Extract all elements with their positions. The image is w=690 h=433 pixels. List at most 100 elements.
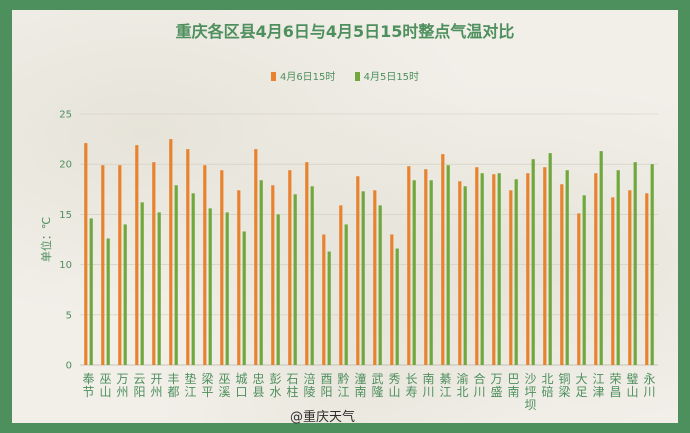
bar-apr6[interactable] (356, 176, 360, 365)
bar-apr5[interactable] (259, 180, 263, 365)
bar-apr5[interactable] (514, 179, 518, 365)
y-tick-label: 20 (59, 160, 72, 171)
y-tick-label: 15 (59, 210, 72, 221)
bar-apr5[interactable] (225, 212, 229, 365)
bar-apr5[interactable] (599, 151, 603, 365)
bar-apr6[interactable] (628, 190, 632, 365)
bar-apr5[interactable] (361, 191, 365, 365)
bar-apr6[interactable] (441, 154, 445, 365)
bar-apr6[interactable] (254, 149, 258, 365)
bar-apr5[interactable] (633, 162, 637, 365)
bar-apr6[interactable] (339, 205, 343, 365)
bar-apr5[interactable] (531, 159, 535, 365)
bar-apr6[interactable] (577, 213, 581, 365)
bar-apr5[interactable] (89, 218, 93, 365)
bar-apr6[interactable] (390, 234, 394, 365)
bar-apr5[interactable] (344, 224, 348, 365)
x-category-label: 城 (235, 372, 247, 386)
bar-apr5[interactable] (616, 170, 620, 365)
bar-apr5[interactable] (242, 231, 246, 365)
x-category-label: 口 (235, 385, 247, 399)
bar-apr5[interactable] (327, 251, 331, 365)
bar-apr6[interactable] (271, 185, 275, 365)
x-category-label: 节 (82, 385, 94, 399)
bar-apr6[interactable] (186, 149, 190, 365)
bar-apr5[interactable] (446, 165, 450, 365)
bar-apr5[interactable] (429, 180, 433, 365)
bar-apr6[interactable] (322, 234, 326, 365)
bar-apr6[interactable] (458, 181, 462, 365)
bar-apr6[interactable] (560, 184, 564, 365)
bar-apr5[interactable] (412, 180, 416, 365)
bar-apr5[interactable] (650, 164, 654, 365)
bar-apr5[interactable] (276, 214, 280, 365)
bar-apr5[interactable] (310, 186, 314, 365)
x-category-label: 梁 (201, 371, 213, 386)
bar-apr6[interactable] (101, 165, 105, 365)
bar-apr6[interactable] (135, 145, 139, 365)
legend-swatch-apr5 (354, 72, 360, 81)
bar-apr5[interactable] (106, 238, 110, 365)
bar-apr6[interactable] (220, 170, 224, 365)
bar-apr6[interactable] (169, 139, 173, 365)
x-category-label: 长 (405, 372, 417, 386)
x-category-label: 永 (643, 372, 655, 386)
x-category-label: 万 (116, 372, 128, 386)
bar-apr6[interactable] (645, 193, 649, 365)
bar-apr6[interactable] (526, 173, 530, 365)
bar-apr6[interactable] (475, 167, 479, 365)
x-category-label: 溪 (218, 385, 230, 399)
bar-apr6[interactable] (203, 165, 207, 365)
x-category-label: 川 (422, 385, 434, 399)
x-category-label: 潼 (354, 371, 366, 386)
bar-apr6[interactable] (492, 174, 496, 365)
bar-apr6[interactable] (611, 197, 615, 365)
bar-apr5[interactable] (157, 212, 161, 365)
x-category-label: 坝 (524, 398, 536, 412)
bar-apr5[interactable] (565, 170, 569, 365)
bar-apr5[interactable] (548, 153, 552, 365)
bar-apr6[interactable] (543, 167, 547, 365)
bar-apr6[interactable] (118, 165, 122, 365)
bar-apr6[interactable] (288, 170, 292, 365)
y-tick-label: 10 (59, 260, 72, 271)
bar-apr5[interactable] (140, 202, 144, 365)
x-category-label: 巫 (99, 372, 111, 386)
x-category-label: 水 (269, 385, 281, 399)
x-category-label: 隆 (371, 384, 383, 399)
x-category-label: 大 (575, 372, 587, 386)
x-category-label: 江 (592, 372, 604, 386)
bar-apr6[interactable] (373, 190, 377, 365)
legend-entry-apr6[interactable]: 4月6日15时 (270, 68, 335, 83)
x-category-label: 渝 (456, 371, 468, 386)
x-category-label: 山 (626, 385, 638, 399)
x-category-label: 合 (473, 371, 485, 386)
bar-apr6[interactable] (594, 173, 598, 365)
x-category-label: 沙 (524, 372, 536, 386)
bar-apr5[interactable] (480, 173, 484, 365)
bar-apr6[interactable] (152, 162, 156, 365)
y-tick-label: 25 (59, 110, 72, 121)
bar-apr6[interactable] (424, 169, 428, 365)
bar-apr6[interactable] (407, 166, 411, 365)
bar-apr5[interactable] (463, 186, 467, 365)
bar-apr5[interactable] (582, 195, 586, 365)
bar-apr5[interactable] (497, 173, 501, 365)
bar-apr6[interactable] (305, 162, 309, 365)
chart-title: 重庆各区县4月6日与4月5日15时整点气温对比 (175, 22, 515, 41)
bar-apr5[interactable] (123, 224, 127, 365)
x-category-label: 碚 (541, 384, 553, 399)
bar-apr5[interactable] (395, 248, 399, 365)
bar-apr6[interactable] (509, 190, 513, 365)
x-category-label: 柱 (286, 384, 298, 399)
legend-entry-apr5[interactable]: 4月5日15时 (354, 68, 419, 83)
bar-apr5[interactable] (378, 205, 382, 365)
bar-apr5[interactable] (208, 208, 212, 365)
bar-apr5[interactable] (293, 194, 297, 365)
bar-apr5[interactable] (191, 193, 195, 365)
bar-apr6[interactable] (237, 190, 241, 365)
bar-apr5[interactable] (174, 185, 178, 365)
bar-apr6[interactable] (84, 143, 88, 365)
bars (84, 139, 654, 365)
legend-swatch-apr6 (270, 72, 276, 81)
